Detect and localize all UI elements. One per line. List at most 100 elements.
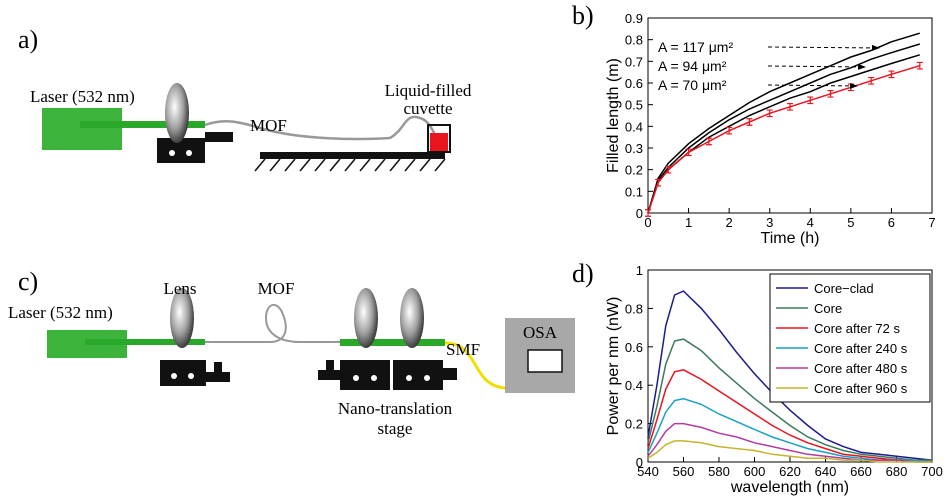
screw: [188, 373, 194, 379]
hatching: [254, 158, 446, 172]
y-tick-label: 0: [636, 206, 643, 221]
legend-label: Core after 240 s: [814, 341, 908, 356]
label: stage: [378, 419, 413, 438]
mount: [393, 360, 443, 390]
x-tick-label: 7: [928, 215, 935, 230]
error-bar: [726, 126, 733, 135]
y-axis-label: Filled length (m): [605, 58, 622, 173]
y-tick-label: 0.5: [625, 98, 643, 113]
label: MOF: [250, 116, 287, 135]
chart: 0 1 2 3 4 5 6 7 0 0.1 0.2 0.3 0.4 0.5 0.6 0.7 0.8 0.9 Time…: [605, 11, 936, 247]
output-fiber: [444, 341, 525, 390]
x-tick-label: 640: [815, 464, 837, 479]
x-tick-label: 660: [850, 464, 872, 479]
label: Liquid-filled: [385, 81, 472, 100]
panel-label: a): [18, 25, 38, 54]
series-line: [647, 369, 933, 463]
holder: [326, 360, 334, 372]
laser: [42, 108, 122, 150]
error-bar: [787, 102, 793, 111]
chart: 540 560 580 600 620 640 660 680 700 0 0.2 0.4 0.6 0.8…: [605, 263, 943, 496]
x-tick-label: 600: [744, 464, 766, 479]
error-bar: [655, 178, 662, 187]
annotation: A = 117 μm²: [658, 39, 733, 55]
x-axis-label: Time (h): [761, 230, 820, 247]
x-tick-label: 0: [644, 215, 651, 230]
x-axis-label: wavelength (nm): [730, 479, 849, 496]
lens: [354, 288, 378, 348]
series-line: [647, 422, 932, 463]
fiber: [205, 303, 345, 343]
annotation-arrow: [767, 63, 867, 70]
screw: [353, 375, 359, 381]
mount: [340, 360, 390, 390]
x-tick-label: 4: [807, 215, 814, 230]
x-tick-label: 2: [726, 215, 733, 230]
plot-area: [647, 17, 933, 214]
x-tick-label: 680: [886, 464, 908, 479]
error-bar: [916, 61, 923, 70]
annotation-arrow: [767, 44, 881, 51]
legend-label: Core: [814, 301, 842, 316]
label: Laser (532 nm): [30, 87, 135, 106]
holder: [214, 362, 222, 374]
y-tick-label: 0.4: [625, 378, 643, 393]
holder: [318, 370, 343, 380]
error-bar: [705, 137, 712, 146]
beam: [340, 339, 445, 346]
y-tick-label: 0.9: [625, 11, 643, 26]
label: SMF: [446, 340, 480, 359]
liquid: [430, 133, 448, 152]
screw: [186, 150, 192, 156]
panel-label: d): [572, 259, 594, 288]
y-tick-label: 0.3: [625, 141, 643, 156]
x-tick-label: 540: [637, 464, 659, 479]
cuvette: [427, 124, 451, 153]
holder: [206, 372, 230, 382]
error-bar: [685, 148, 692, 157]
legend-label: Core after 960 s: [814, 381, 908, 396]
screw: [424, 375, 430, 381]
error-bar: [807, 96, 814, 105]
panel-label: b): [572, 1, 594, 30]
screw: [371, 375, 377, 381]
screw: [171, 373, 177, 379]
series-line: [647, 32, 921, 214]
legend-label: Core−clad: [814, 281, 874, 296]
y-tick-label: 1: [636, 263, 643, 278]
screw: [169, 150, 175, 156]
series-line: [647, 338, 932, 461]
error-bar: [645, 209, 651, 217]
holder: [205, 132, 233, 142]
beam: [85, 339, 205, 345]
diagram-c: Laser (532 nm) Lens MOF SMF OSA Nano-tra…: [8, 279, 575, 438]
annotation: A = 70 μm²: [658, 77, 727, 93]
screw: [406, 375, 412, 381]
y-tick-label: 0.1: [625, 184, 643, 199]
label: OSA: [523, 323, 558, 342]
y-tick-label: 0.6: [625, 76, 643, 91]
mount: [157, 138, 205, 163]
lens: [170, 288, 194, 348]
annotation: A = 94 μm²: [658, 58, 727, 74]
label: Lens: [163, 279, 196, 298]
error-bar: [888, 70, 895, 79]
label: Laser (532 nm): [8, 303, 113, 322]
screen: [527, 349, 563, 373]
x-tick-label: 1: [685, 215, 692, 230]
x-tick-label: 700: [921, 464, 943, 479]
y-axis-label: Power per nm (nW): [605, 297, 622, 436]
label: cuvette: [403, 99, 452, 118]
y-tick-label: 0.7: [625, 54, 643, 69]
x-tick-label: 620: [779, 464, 801, 479]
y-tick-label: 0.8: [625, 301, 643, 316]
fiber: [204, 115, 442, 146]
label: MOF: [258, 279, 295, 298]
table: [260, 152, 445, 159]
holder: [443, 368, 457, 380]
mount: [160, 360, 206, 386]
legend-label: Core after 480 s: [814, 361, 908, 376]
x-tick-label: 580: [708, 464, 730, 479]
lens: [400, 288, 424, 348]
